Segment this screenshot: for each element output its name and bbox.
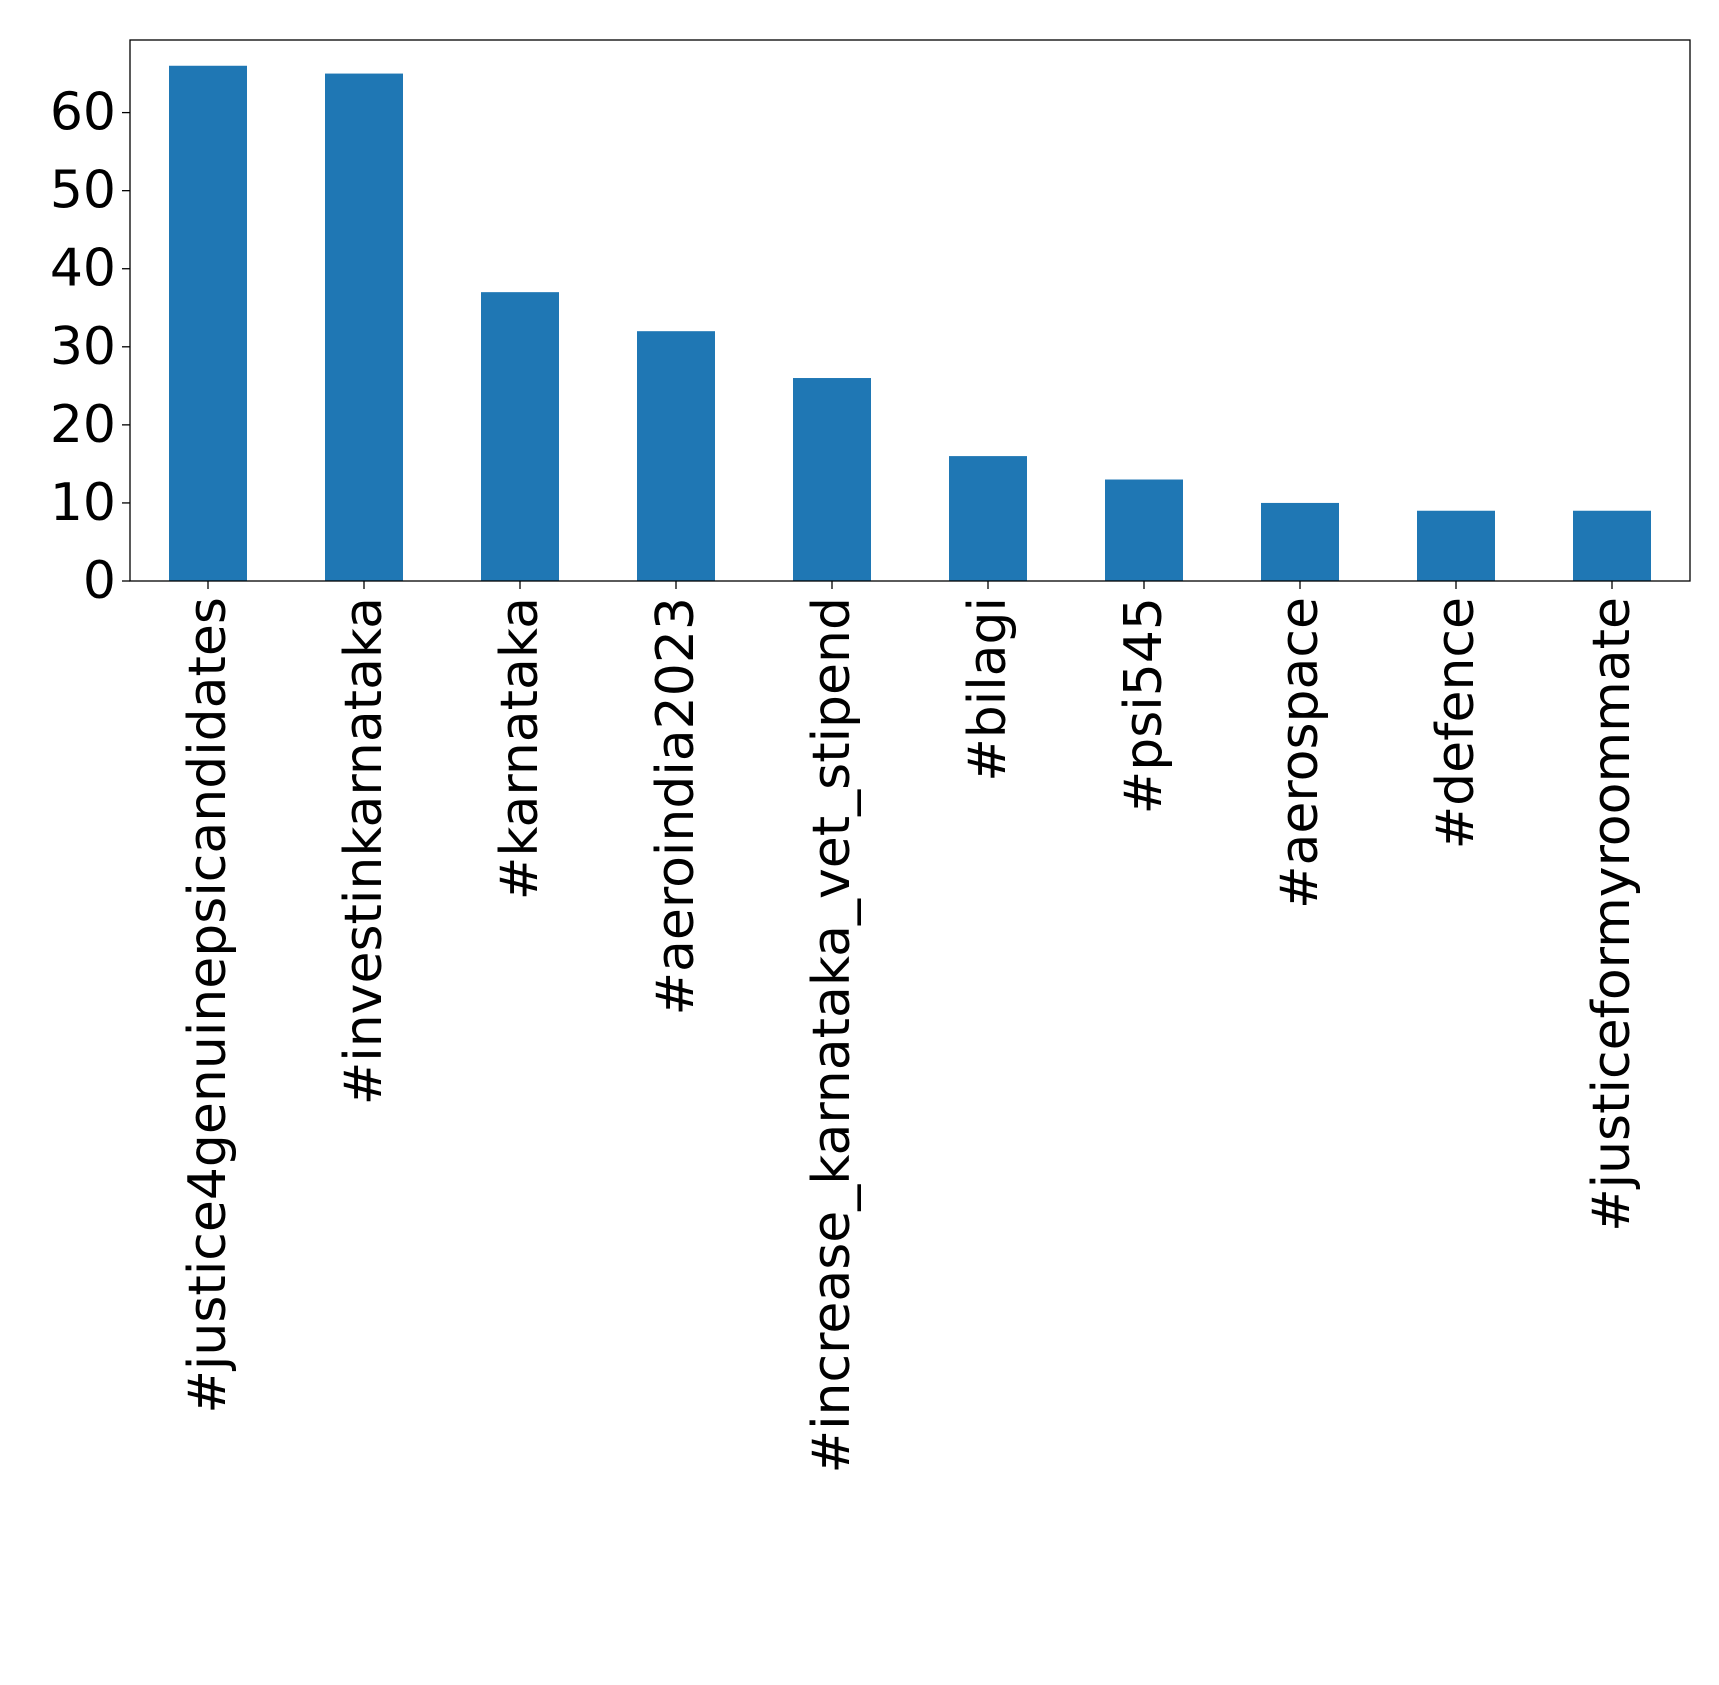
x-tick-label: #bilagi — [958, 597, 1018, 782]
y-tick-label: 10 — [50, 473, 116, 533]
bar — [949, 456, 1027, 581]
x-tick-label: #aeroindia2023 — [646, 597, 706, 1016]
x-tick-label: #justice4genuinepsicandidates — [178, 597, 238, 1414]
bar — [481, 292, 559, 581]
y-tick-label: 20 — [50, 395, 116, 455]
x-axis: #justice4genuinepsicandidates #investinka… — [178, 581, 1642, 1473]
bar — [169, 65, 247, 581]
bar — [793, 378, 871, 581]
x-tick-label: #justiceformyroommate — [1582, 597, 1642, 1232]
y-tick-label: 50 — [50, 161, 116, 221]
x-tick-label: #karnataka — [490, 597, 550, 900]
plot-frame — [129, 39, 1691, 582]
y-tick-label: 30 — [50, 317, 116, 377]
y-tick-label: 0 — [83, 551, 116, 611]
y-axis: 0 10 20 30 40 50 60 — [50, 83, 130, 611]
x-tick-label: #psi545 — [1114, 597, 1174, 814]
x-tick-label: #defence — [1426, 597, 1486, 849]
bars-layer — [169, 65, 1651, 581]
y-tick-label: 60 — [50, 83, 116, 143]
bar — [1105, 479, 1183, 581]
bar — [637, 331, 715, 581]
y-tick-label: 40 — [50, 239, 116, 299]
x-tick-label: #increase_karnataka_vet_stipend — [802, 597, 862, 1473]
x-tick-label: #investinkarnataka — [334, 597, 394, 1105]
bar — [1573, 510, 1651, 581]
bar — [325, 73, 403, 581]
bar — [1261, 502, 1339, 581]
bar — [1417, 510, 1495, 581]
x-tick-label: #aerospace — [1270, 597, 1330, 909]
